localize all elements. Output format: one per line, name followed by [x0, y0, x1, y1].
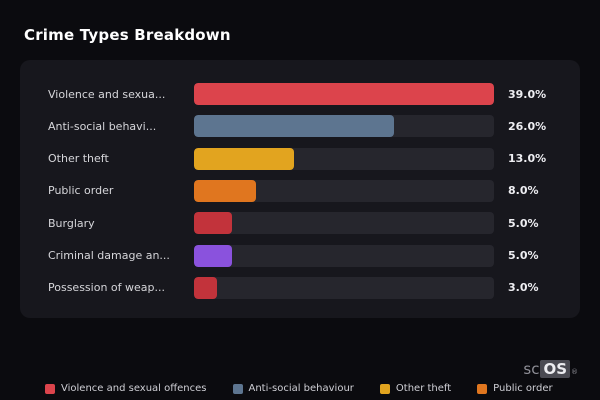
- bar-track: [194, 147, 494, 170]
- bar-row: Possession of weap... 3.0%: [48, 276, 552, 300]
- chart-card: Violence and sexua... 39.0% Anti-social …: [20, 60, 580, 318]
- category-label: Anti-social behavi...: [48, 119, 157, 133]
- bar-row: Anti-social behavi... 26.0%: [48, 114, 552, 138]
- category-label: Public order: [48, 184, 114, 198]
- category-label: Criminal damage an...: [48, 249, 170, 263]
- legend-item-violence[interactable]: Violence and sexual offences: [45, 383, 207, 394]
- legend-label: Public order: [493, 383, 553, 394]
- value-label: 26.0%: [508, 119, 547, 133]
- legend-swatch-icon: [477, 383, 488, 394]
- bar-violence[interactable]: [194, 83, 494, 106]
- legend-label: Violence and sexual offences: [61, 383, 207, 394]
- legend-label: Anti-social behaviour: [248, 383, 354, 394]
- value-label: 5.0%: [508, 249, 539, 263]
- legend-item-anti-social[interactable]: Anti-social behaviour: [232, 383, 354, 394]
- legend-item-public-order[interactable]: Public order: [477, 383, 553, 394]
- category-label: Violence and sexua...: [48, 87, 166, 101]
- legend-label: Other theft: [395, 383, 452, 394]
- bar-other-theft[interactable]: [194, 147, 294, 170]
- category-label: Possession of weap...: [48, 281, 165, 295]
- scos-logo-prefix: sc: [523, 360, 540, 378]
- legend-item-other-theft[interactable]: Other theft: [379, 383, 452, 394]
- bar-track: [194, 276, 494, 299]
- bar-public-order[interactable]: [194, 179, 256, 202]
- bar-possession-weapons[interactable]: [194, 276, 218, 299]
- value-label: 8.0%: [508, 184, 539, 198]
- registered-mark-icon: ®: [571, 368, 578, 376]
- bar-row: Violence and sexua... 39.0%: [48, 82, 552, 106]
- bar-row: Public order 8.0%: [48, 179, 552, 203]
- legend-swatch-icon: [379, 383, 390, 394]
- bar-track: [194, 179, 494, 202]
- category-label: Other theft: [48, 152, 109, 166]
- legend-swatch-icon: [232, 383, 243, 394]
- bar-track: [194, 244, 494, 267]
- page-title: Crime Types Breakdown: [24, 26, 231, 44]
- bar-row: Criminal damage an... 5.0%: [48, 244, 552, 268]
- bar-track: [194, 212, 494, 235]
- scos-logo: sc OS ®: [523, 360, 578, 378]
- value-label: 3.0%: [508, 281, 539, 295]
- bar-anti-social[interactable]: [194, 115, 394, 138]
- bar-row: Burglary 5.0%: [48, 211, 552, 235]
- legend-swatch-icon: [45, 383, 55, 394]
- category-label: Burglary: [48, 216, 95, 230]
- value-label: 5.0%: [508, 216, 539, 230]
- value-label: 13.0%: [508, 152, 547, 166]
- scos-logo-os: OS: [540, 360, 570, 378]
- bar-track: [194, 115, 494, 138]
- bar-track: [194, 83, 494, 106]
- bar-burglary[interactable]: [194, 212, 233, 235]
- chart-legend: Violence and sexual offences Anti-social…: [45, 383, 553, 394]
- value-label: 39.0%: [508, 87, 547, 101]
- bar-row: Other theft 13.0%: [48, 147, 552, 171]
- bar-criminal-damage[interactable]: [194, 244, 233, 267]
